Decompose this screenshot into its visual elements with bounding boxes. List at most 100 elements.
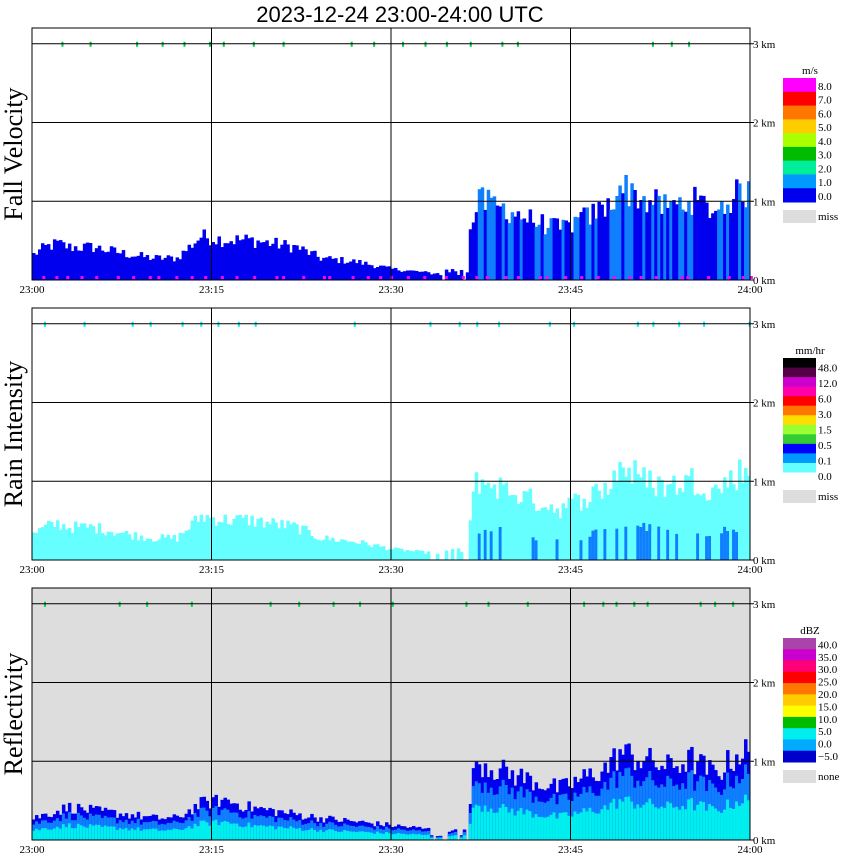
echo-column (346, 262, 350, 280)
echo-column (516, 503, 521, 560)
echo-column (600, 498, 604, 560)
echo-column (106, 548, 111, 560)
echo-column (639, 526, 643, 560)
echo-column (52, 239, 57, 280)
x-tick-label: 24:00 (737, 284, 763, 296)
echo-column (268, 246, 272, 280)
y-axis-label: Rain Intensity (0, 361, 28, 508)
echo-column (244, 541, 248, 560)
y-tick-label: 0 km (753, 275, 776, 287)
echo-column (582, 498, 586, 560)
echo-column (202, 820, 207, 840)
echo-column (531, 503, 536, 560)
surface-speck (253, 276, 257, 279)
colorbar-swatch (783, 174, 816, 189)
echo-column (202, 521, 207, 560)
echo-column (600, 535, 604, 560)
echo-column (648, 524, 652, 560)
echo-column (651, 804, 655, 840)
echo-column (714, 210, 718, 280)
x-tick-label: 23:00 (19, 564, 45, 576)
echo-column (382, 546, 386, 560)
echo-column (435, 273, 440, 280)
echo-column (651, 531, 655, 560)
echo-column (52, 526, 57, 560)
echo-column (501, 803, 506, 840)
echo-column (447, 836, 452, 840)
echo-column (672, 475, 676, 560)
echo-column (456, 275, 461, 280)
echo-column (235, 235, 239, 280)
echo-column (97, 545, 102, 560)
echo-column (217, 521, 221, 560)
echo-column (486, 529, 491, 560)
echo-column (642, 467, 646, 560)
echo-column (453, 835, 458, 840)
echo-column (34, 532, 39, 560)
colorbar-label: 3.0 (818, 409, 832, 421)
echo-column (717, 488, 721, 560)
echo-column (280, 544, 284, 560)
echo-column (52, 828, 57, 840)
echo-column (292, 245, 296, 280)
echo-column (307, 829, 311, 840)
echo-column (564, 539, 569, 560)
echo-column (474, 212, 479, 280)
echo-column (358, 553, 362, 560)
echo-column (379, 265, 383, 280)
echo-column (603, 529, 607, 560)
echo-column (645, 530, 649, 560)
echo-column (121, 532, 126, 560)
echo-column (528, 488, 533, 560)
echo-column (70, 251, 75, 280)
echo-column (585, 539, 589, 560)
colorbar-swatch (783, 133, 816, 148)
echo-column (67, 823, 72, 840)
colorbar-swatch (783, 453, 816, 464)
echo-column (64, 529, 69, 560)
echo-column (459, 837, 464, 840)
echo-column (534, 226, 539, 280)
echo-column (558, 518, 563, 560)
echo-column (163, 550, 168, 560)
echo-column (304, 249, 308, 280)
echo-column (43, 828, 48, 840)
echo-column (564, 508, 569, 560)
echo-column (343, 263, 347, 280)
echo-column (504, 529, 509, 560)
echo-column (208, 543, 212, 560)
echo-column (166, 549, 171, 560)
echo-column (61, 824, 66, 840)
echo-column (271, 518, 275, 560)
echo-column (361, 540, 365, 560)
echo-column (534, 814, 539, 840)
echo-column (468, 520, 473, 560)
echo-column (573, 533, 577, 560)
echo-column (411, 270, 416, 280)
colorbar-label: 10.0 (818, 714, 838, 726)
echo-column (417, 550, 422, 560)
echo-column (615, 808, 619, 840)
echo-column (537, 540, 542, 560)
echo-column (540, 817, 545, 840)
echo-column (738, 805, 742, 840)
echo-column (70, 828, 75, 840)
echo-column (654, 534, 658, 560)
echo-column (325, 830, 329, 840)
echo-column (690, 798, 694, 840)
echo-column (522, 491, 527, 560)
echo-column (699, 534, 703, 560)
colorbar-label: 1.5 (818, 425, 832, 437)
echo-column (235, 515, 239, 560)
colorbar-swatch (783, 105, 816, 120)
echo-column (681, 805, 685, 840)
echo-column (313, 551, 317, 560)
colorbar-unit: m/s (802, 65, 818, 77)
echo-column (612, 209, 616, 280)
echo-column (151, 541, 156, 560)
echo-column (705, 202, 709, 280)
echo-column (379, 833, 383, 840)
echo-column (109, 246, 114, 280)
echo-column (405, 834, 410, 840)
echo-column (124, 257, 129, 280)
